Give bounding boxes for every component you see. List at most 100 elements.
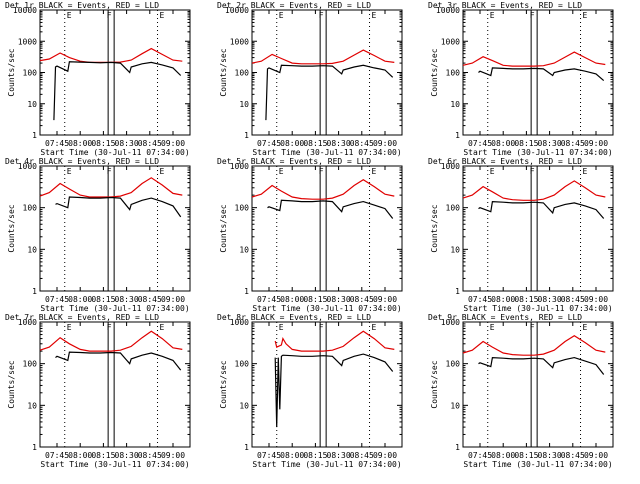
- plot-panel: Det 1r BLACK = Events, RED = LLD 1 10 100 10…: [5, 1, 191, 157]
- marker-label: F: [107, 11, 112, 20]
- y-tick-label: 100: [23, 69, 38, 78]
- x-tick-label: 08:30: [538, 139, 562, 148]
- y-tick-label: 100: [446, 69, 461, 78]
- x-tick-label: 08:45: [350, 451, 374, 460]
- x-tick-label: 08:00: [491, 451, 515, 460]
- y-axis-label: Counts/sec: [7, 48, 16, 96]
- x-tick-label: 07:45: [45, 451, 69, 460]
- y-tick-label: 10000: [13, 6, 37, 15]
- x-tick-label: 08:45: [561, 451, 585, 460]
- lld-series-line: [39, 177, 183, 198]
- x-tick-label: 08:15: [514, 139, 538, 148]
- x-tick-label: 08:15: [303, 139, 327, 148]
- y-tick-label: 10: [450, 245, 460, 254]
- marker-label: F: [107, 323, 112, 332]
- x-tick-label: 08:00: [68, 451, 92, 460]
- y-axis-label: Counts/sec: [219, 48, 228, 96]
- marker-label: E: [160, 11, 165, 20]
- y-tick-label: 1000: [441, 37, 460, 46]
- events-series-line: [265, 64, 394, 121]
- x-tick-label: 08:00: [491, 139, 515, 148]
- y-tick-label: 100: [446, 204, 461, 213]
- x-tick-label: 07:45: [468, 451, 492, 460]
- lld-series-line: [462, 180, 606, 201]
- x-tick-label: 08:00: [280, 451, 304, 460]
- x-tick-label: 07:45: [257, 139, 281, 148]
- events-series-line: [274, 353, 394, 428]
- x-tick-label: 08:30: [115, 451, 139, 460]
- events-series-line: [478, 200, 605, 219]
- plot-title: Det 1r BLACK = Events, RED = LLD: [5, 1, 159, 10]
- x-tick-label: 08:15: [514, 295, 538, 304]
- x-axis-label: Start Time (30-Jul-11 07:34:00): [40, 460, 189, 469]
- x-tick-label: 08:30: [538, 451, 562, 460]
- x-tick-label: 09:00: [373, 295, 397, 304]
- x-tick-label: 09:00: [373, 139, 397, 148]
- x-axis-label: Start Time (30-Jul-11 07:34:00): [463, 304, 612, 313]
- y-tick-label: 1: [455, 443, 460, 452]
- plot-title: Det 5r BLACK = Events, RED = LLD: [217, 157, 371, 166]
- plot-frame: [39, 321, 191, 448]
- x-tick-label: 08:00: [280, 295, 304, 304]
- plot-panel: Det 7r BLACK = Events, RED = LLD 1 10 100 10…: [5, 313, 191, 469]
- marker-label: E: [583, 167, 588, 176]
- marker-label: F: [107, 167, 112, 176]
- lld-series-line: [274, 330, 395, 352]
- x-tick-label: 07:45: [257, 295, 281, 304]
- events-series-line: [267, 199, 394, 219]
- x-tick-label: 08:45: [138, 139, 162, 148]
- plot-frame: [39, 165, 191, 292]
- y-axis-label: Counts/sec: [430, 360, 439, 408]
- y-tick-label: 10: [450, 100, 460, 109]
- marker-label: E: [583, 11, 588, 20]
- x-tick-label: 08:15: [514, 451, 538, 460]
- marker-label: E: [67, 323, 72, 332]
- y-tick-label: 1000: [18, 37, 37, 46]
- marker-label: E: [372, 11, 377, 20]
- x-tick-label: 08:00: [280, 139, 304, 148]
- y-tick-label: 10: [27, 401, 37, 410]
- plot-title: Det 3r BLACK = Events, RED = LLD: [428, 1, 582, 10]
- x-tick-label: 08:15: [91, 139, 115, 148]
- plot-frame: [39, 9, 191, 136]
- y-tick-label: 10: [239, 245, 249, 254]
- x-axis-label: Start Time (30-Jul-11 07:34:00): [40, 304, 189, 313]
- y-tick-label: 100: [235, 360, 250, 369]
- plot-title: Det 6r BLACK = Events, RED = LLD: [428, 157, 582, 166]
- marker-label: E: [279, 323, 284, 332]
- x-tick-label: 08:45: [138, 451, 162, 460]
- marker-label: F: [530, 323, 535, 332]
- marker-label: F: [319, 167, 324, 176]
- plot-panel: Det 9r BLACK = Events, RED = LLD 1 10 100 10…: [428, 313, 614, 469]
- y-tick-label: 1: [244, 443, 249, 452]
- y-tick-label: 1000: [230, 162, 249, 171]
- x-axis-label: Start Time (30-Jul-11 07:34:00): [463, 148, 612, 157]
- x-tick-label: 08:45: [350, 139, 374, 148]
- y-tick-label: 10: [450, 401, 460, 410]
- y-tick-label: 1: [244, 131, 249, 140]
- y-tick-label: 10000: [225, 6, 249, 15]
- marker-label: E: [490, 167, 495, 176]
- plot-panel: Det 4r BLACK = Events, RED = LLD 1 10 100 10…: [5, 157, 191, 313]
- y-tick-label: 100: [23, 360, 38, 369]
- y-axis-label: Counts/sec: [219, 360, 228, 408]
- marker-label: E: [67, 11, 72, 20]
- lld-series-line: [251, 49, 395, 65]
- plot-title: Det 2r BLACK = Events, RED = LLD: [217, 1, 371, 10]
- plot-frame: [251, 165, 403, 292]
- x-tick-label: 09:00: [161, 139, 185, 148]
- x-tick-label: 08:00: [68, 139, 92, 148]
- y-axis-label: Counts/sec: [7, 360, 16, 408]
- x-tick-label: 07:45: [45, 139, 69, 148]
- x-axis-label: Start Time (30-Jul-11 07:34:00): [252, 460, 401, 469]
- x-tick-label: 09:00: [161, 295, 185, 304]
- lld-series-line: [251, 178, 395, 200]
- lld-series-line: [462, 334, 606, 356]
- x-tick-label: 09:00: [584, 295, 608, 304]
- plot-frame: [251, 9, 403, 136]
- y-tick-label: 1000: [18, 318, 37, 327]
- marker-label: E: [160, 167, 165, 176]
- x-tick-label: 09:00: [584, 139, 608, 148]
- x-tick-label: 08:15: [303, 451, 327, 460]
